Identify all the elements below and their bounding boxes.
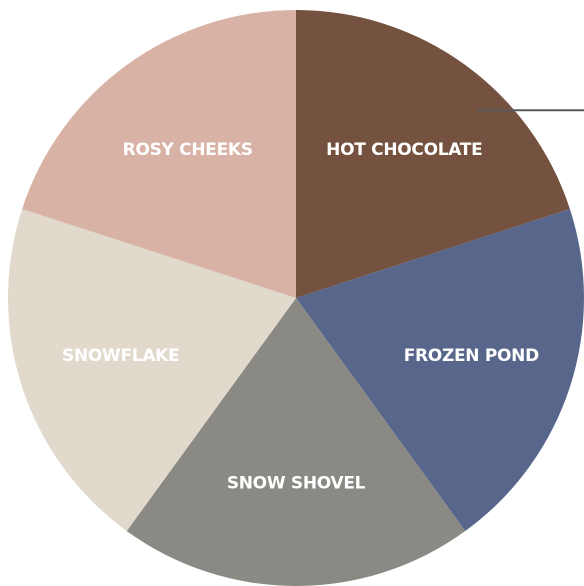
pie-slice-snowflake: [8, 209, 296, 531]
pie-slice-hot-chocolate: [296, 10, 570, 298]
slice-label-hot-chocolate: HOT CHOCOLATE: [326, 140, 482, 160]
pie-slice-frozen-pond: [296, 209, 584, 531]
slice-label-snow-shovel: SNOW SHOVEL: [227, 473, 366, 493]
pie-slice-rosy-cheeks: [22, 10, 296, 298]
slice-label-snowflake: SNOWFLAKE: [62, 346, 179, 366]
pie-slice-snow-shovel: [126, 298, 466, 586]
slice-label-rosy-cheeks: ROSY CHEEKS: [123, 140, 253, 160]
labels-layer: HOT CHOCOLATE FROZEN POND SNOW SHOVEL SNOWF…: [62, 140, 539, 493]
slices-layer: [8, 10, 584, 586]
slice-label-frozen-pond: FROZEN POND: [404, 346, 539, 366]
